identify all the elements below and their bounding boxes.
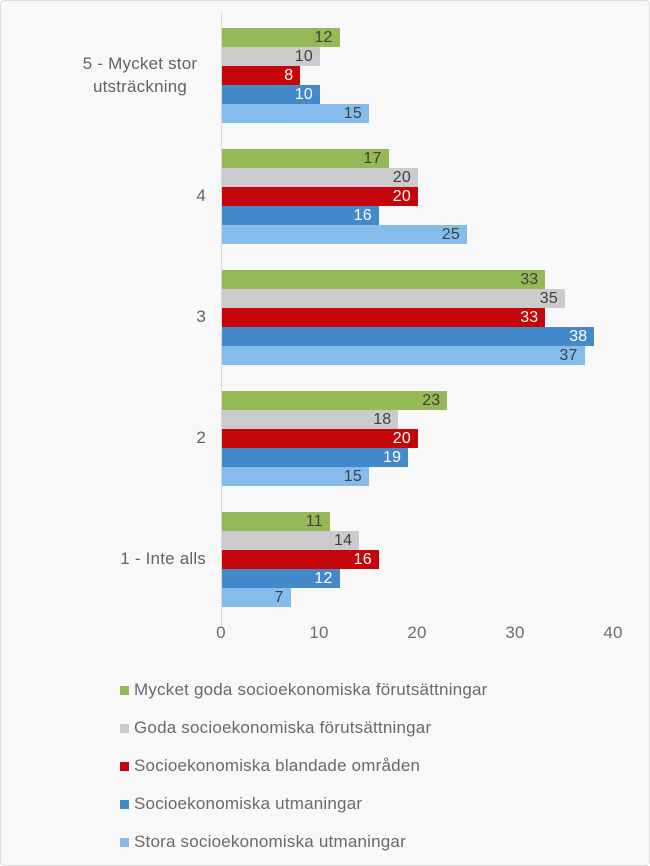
- bar-value-label: 20: [392, 169, 411, 186]
- x-axis-tick-label: 0: [216, 623, 226, 642]
- legend-item: Goda socioekonomiska förutsättningar: [120, 709, 640, 747]
- legend-label: Socioekonomiska utmaningar: [134, 794, 363, 813]
- legend-item: Socioekonomiska blandade områden: [120, 747, 640, 785]
- bar: 37: [222, 346, 585, 365]
- legend-label: Mycket goda socioekonomiska förutsättnin…: [134, 680, 488, 699]
- legend-item: Stora socioekonomiska utmaningar: [120, 823, 640, 861]
- bar: 33: [222, 270, 546, 289]
- bar-value-label: 11: [305, 513, 323, 530]
- bar-value-label: 19: [382, 449, 402, 466]
- bar-value-label: 20: [392, 430, 411, 447]
- bar-value-label: 8: [284, 67, 294, 84]
- bar: 23: [222, 391, 448, 410]
- bar-value-label: 7: [274, 589, 284, 606]
- bar: 14: [222, 531, 360, 550]
- bar: 7: [222, 588, 291, 607]
- bar: 20: [222, 429, 418, 448]
- legend-marker: [120, 837, 129, 847]
- bar-value-label: 17: [363, 150, 382, 167]
- bar: 8: [222, 66, 301, 85]
- bar: 12: [222, 28, 340, 47]
- bar-value-label: 33: [520, 309, 539, 326]
- bar: 11: [222, 512, 330, 531]
- legend-marker: [120, 723, 129, 733]
- category-label: 3: [196, 307, 206, 327]
- legend-marker: [120, 761, 129, 771]
- bar-value-label: 16: [353, 551, 372, 568]
- bar-value-label: 10: [294, 86, 313, 103]
- category-label: 2: [196, 428, 206, 448]
- category-label: 5 - Mycket stor utsträckning: [82, 54, 198, 96]
- bar: 10: [222, 47, 320, 66]
- legend: Mycket goda socioekonomiska förutsättnin…: [120, 671, 640, 861]
- bar-value-label: 15: [343, 468, 362, 485]
- bar: 16: [222, 550, 379, 569]
- bar-value-label: 25: [441, 226, 460, 243]
- bar: 16: [222, 206, 379, 225]
- legend-label: Socioekonomiska blandade områden: [134, 756, 421, 775]
- bar: 10: [222, 85, 320, 104]
- legend-label: Goda socioekonomiska förutsättningar: [134, 718, 432, 737]
- bar-value-label: 38: [569, 328, 588, 345]
- bar: 18: [222, 410, 399, 429]
- legend-item: Mycket goda socioekonomiska förutsättnin…: [120, 671, 640, 709]
- bar: 33: [222, 308, 546, 327]
- x-axis-tick-label: 10: [309, 623, 329, 642]
- bar-value-label: 18: [373, 411, 392, 428]
- bar-value-label: 10: [294, 48, 313, 65]
- legend-label: Stora socioekonomiska utmaningar: [134, 832, 406, 851]
- bar: 25: [222, 225, 467, 244]
- bar-value-label: 15: [343, 105, 362, 122]
- x-axis-tick-label: 30: [505, 623, 525, 642]
- x-axis-tick-label: 40: [603, 623, 623, 642]
- legend-marker: [120, 685, 129, 695]
- x-axis-tick-label: 20: [407, 623, 427, 642]
- bar-value-label: 14: [333, 532, 353, 549]
- legend-item: Socioekonomiska utmaningar: [120, 785, 640, 823]
- y-axis-line: [221, 11, 222, 626]
- bar-value-label: 12: [314, 570, 333, 587]
- bar-value-label: 23: [422, 392, 441, 409]
- legend-marker: [120, 799, 129, 809]
- category-label: 4: [196, 186, 206, 206]
- bar: 20: [222, 187, 418, 206]
- category-label: 1 - Inte alls: [120, 549, 206, 569]
- bar-value-label: 37: [559, 347, 578, 364]
- bar: 35: [222, 289, 565, 308]
- bar-value-label: 35: [539, 290, 558, 307]
- bar: 38: [222, 327, 595, 346]
- bar: 19: [222, 448, 409, 467]
- bar-value-label: 12: [314, 29, 333, 46]
- bar: 20: [222, 168, 418, 187]
- bar-value-label: 20: [392, 188, 411, 205]
- bar: 12: [222, 569, 340, 588]
- bar-value-label: 16: [353, 207, 372, 224]
- bar: 17: [222, 149, 389, 168]
- bar: 15: [222, 467, 369, 486]
- bar: 15: [222, 104, 369, 123]
- bar-value-label: 33: [520, 271, 539, 288]
